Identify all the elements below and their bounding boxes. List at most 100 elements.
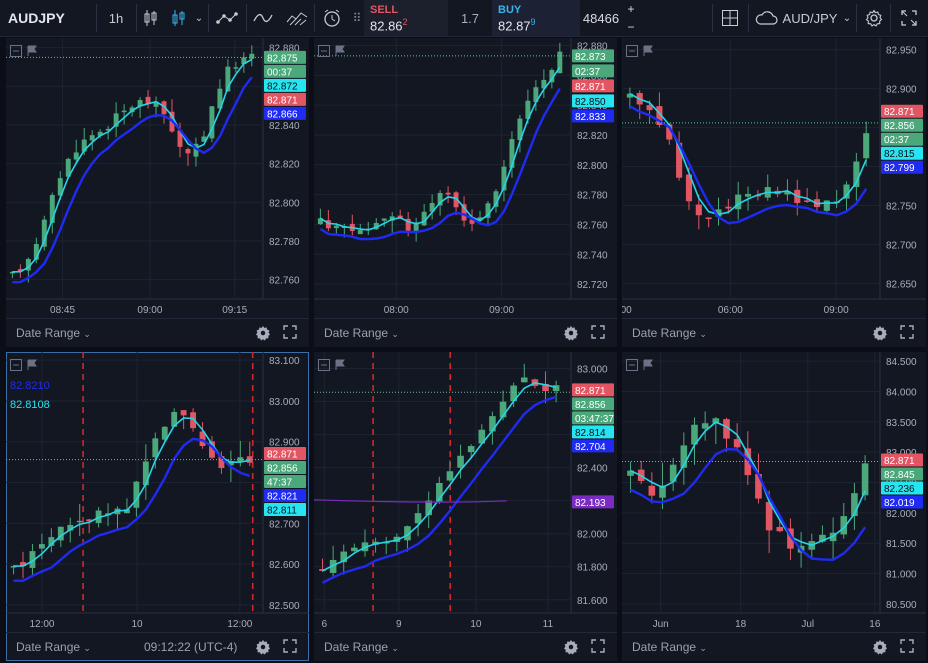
flag-icon[interactable] [334,44,346,62]
interval-button[interactable]: 1h [108,10,124,26]
y-tick-label: 82.800 [269,198,300,209]
candle-down [20,562,26,567]
candle-up [25,258,31,271]
legend-value: 82.8210 [10,380,50,392]
pane-2[interactable]: 82.88082.86082.84082.82082.80082.78082.7… [314,38,617,347]
candle-up [485,203,491,218]
candle-up [121,110,127,113]
chart-plot[interactable]: 84.50084.00083.50083.00082.50082.00081.5… [622,352,926,633]
y-tick-label: 82.000 [577,530,608,541]
pane-4[interactable]: 83.10083.00082.90082.80082.70082.60082.5… [6,352,309,661]
fullscreen-icon[interactable] [283,325,299,341]
collapse-icon[interactable] [626,358,638,376]
y-tick-label: 83.100 [269,356,300,367]
grid-layout-icon[interactable] [716,0,744,36]
chart-plot[interactable]: 82.88082.86082.84082.82082.80082.78082.7… [314,38,617,319]
collapse-icon[interactable] [318,44,330,62]
fullscreen-icon[interactable] [591,325,607,341]
candle-up [533,87,539,103]
gear-icon[interactable] [255,639,271,655]
x-tick-label: 18 [735,619,747,630]
gear-icon[interactable] [563,639,579,655]
date-range-button[interactable]: Date Range ⌄ [632,326,707,340]
gear-icon[interactable] [860,0,888,36]
candle-up [510,385,517,402]
price-label-text: 82.193 [575,498,606,509]
gear-icon[interactable] [255,325,271,341]
candle-up [744,193,752,197]
flag-icon[interactable] [334,358,346,376]
quantity-minus-button[interactable]: − [627,20,635,34]
chart-plot[interactable]: 83.10083.00082.90082.80082.70082.60082.5… [6,352,309,633]
date-range-button[interactable]: Date Range ⌄ [632,640,707,654]
chevron-down-icon: ⌄ [699,329,707,339]
flag-icon[interactable] [26,358,38,376]
flag-icon[interactable] [26,44,38,62]
candles-outline-icon[interactable] [168,0,190,36]
price-label-badge [264,106,306,120]
cloud-icon[interactable] [752,0,780,36]
fullscreen-icon[interactable] [894,0,924,36]
chart-plot[interactable]: 82.95082.90082.85082.80082.75082.70082.6… [622,38,926,319]
price-label-badge [264,78,306,92]
chevron-down-icon[interactable]: ⌄ [842,12,852,24]
quantity-plus-button[interactable]: + [627,2,635,16]
chevron-down-icon[interactable]: ⌄ [194,12,204,24]
flag-icon[interactable] [642,44,654,62]
pane-3[interactable]: 82.95082.90082.85082.80082.75082.70082.6… [622,38,926,347]
collapse-icon[interactable] [318,358,330,376]
quantity-input[interactable]: 48466 [582,10,620,26]
chart-plot[interactable]: 82.88082.86082.84082.82082.80082.78082.7… [6,38,309,319]
alarm-icon[interactable] [318,0,346,36]
y-tick-label: 82.600 [269,560,300,571]
price-label-badge [881,132,923,146]
date-range-button[interactable]: Date Range ⌄ [16,326,91,340]
chart-plot[interactable]: 83.00082.80082.60082.40082.20082.00081.8… [314,352,617,633]
y-tick-label: 82.760 [577,220,608,231]
pane-5[interactable]: 83.00082.80082.60082.40082.20082.00081.8… [314,352,617,661]
y-tick-label: 81.800 [577,563,608,574]
area-chart-icon[interactable] [284,0,310,36]
flag-icon[interactable] [642,358,654,376]
date-range-button[interactable]: Date Range ⌄ [324,326,399,340]
fullscreen-icon[interactable] [900,639,916,655]
candle-up [153,101,159,107]
price-label-badge [881,146,923,160]
x-tick-label: Jul [801,619,814,630]
candles-icon[interactable] [140,0,162,36]
fast-ma-line [12,58,253,273]
fullscreen-icon[interactable] [591,639,607,655]
timezone-clock[interactable]: 09:12:22 (UTC-4) [144,640,238,654]
drag-handle-icon[interactable]: ⠿ [352,11,362,25]
pane-1[interactable]: 82.88082.86082.84082.82082.80082.78082.7… [6,38,309,347]
gear-icon[interactable] [872,639,888,655]
candle-up [193,143,199,157]
gear-icon[interactable] [563,325,579,341]
collapse-icon[interactable] [10,44,22,62]
gear-icon[interactable] [872,325,888,341]
layout-symbol[interactable]: AUD/JPY [782,10,838,26]
sell-button[interactable]: SELL 82.862 [364,0,448,36]
candle-up [217,88,223,109]
price-label-badge [264,503,306,517]
candle-up [142,461,149,486]
date-range-button[interactable]: Date Range ⌄ [324,640,399,654]
line-chart-icon[interactable] [250,0,276,36]
price-label-text: 82.871 [575,386,606,397]
pane-6[interactable]: 84.50084.00083.50083.00082.50082.00081.5… [622,352,926,661]
indicators-icon[interactable] [214,0,240,36]
candle-up [421,211,427,226]
candle-up [549,69,555,83]
candle-down [705,217,712,220]
date-range-button[interactable]: Date Range ⌄ [16,640,91,654]
buy-button[interactable]: BUY 82.879 [492,0,580,36]
candle-up [499,401,507,418]
fullscreen-icon[interactable] [900,325,916,341]
collapse-icon[interactable] [626,44,638,62]
symbol-search[interactable]: AUDJPY [8,10,65,26]
x-tick-label: 09:15 [222,305,247,316]
y-tick-label: 82.750 [886,202,917,213]
fullscreen-icon[interactable] [283,639,299,655]
top-toolbar: AUDJPY 1h ⌄ ⠿ SELL 82.862 1.7 BUY 82.879… [0,0,928,37]
collapse-icon[interactable] [10,358,22,376]
